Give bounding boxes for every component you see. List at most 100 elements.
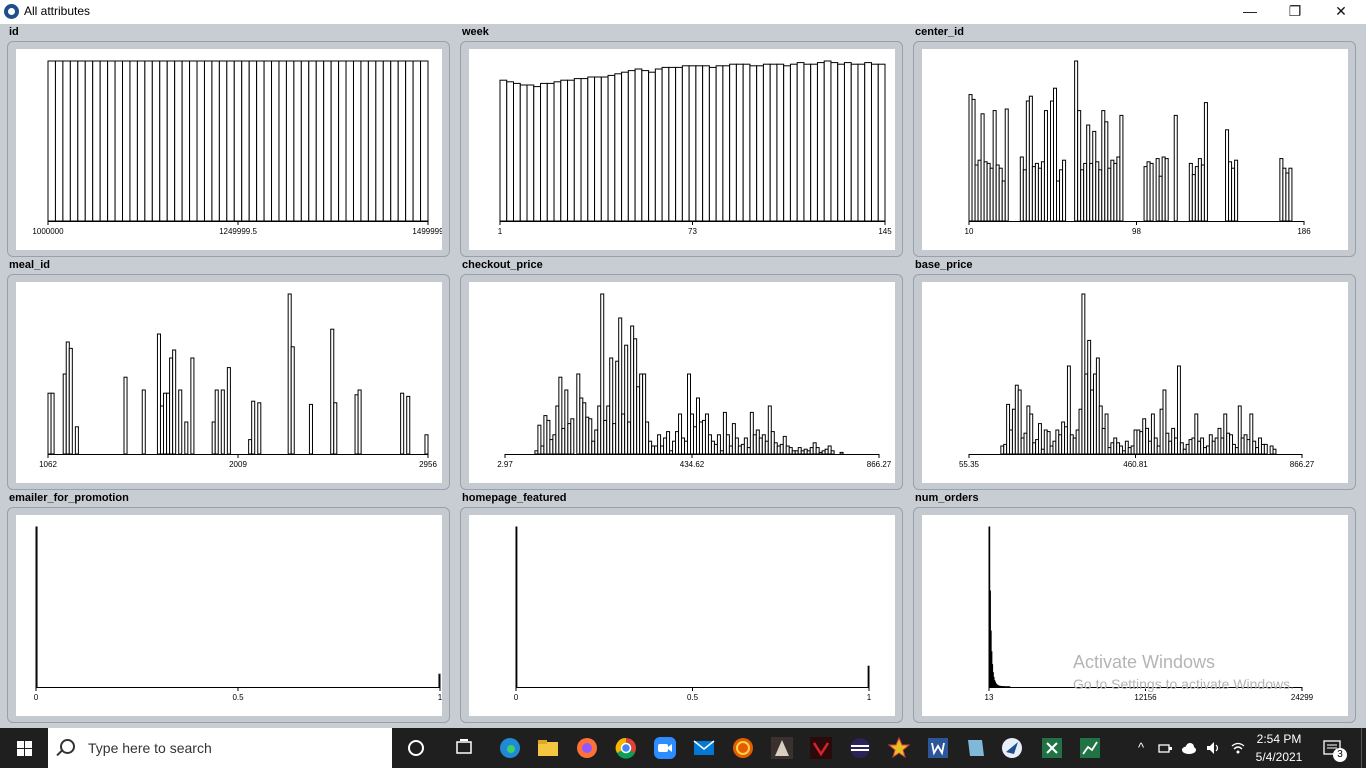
histogram-bar (271, 60, 280, 222)
x-tick-label: 1 (498, 227, 503, 236)
wifi-icon[interactable] (1230, 740, 1246, 756)
histogram-bar (1164, 158, 1169, 222)
maximize-button[interactable]: ❐ (1288, 3, 1302, 19)
histogram-bar (526, 84, 535, 222)
eclipse-icon[interactable] (848, 736, 872, 760)
histogram-bar (220, 389, 225, 455)
windows-logo-icon (17, 741, 32, 756)
x-tick-label: 73 (688, 227, 697, 236)
histogram-bar (400, 392, 405, 455)
taskbar-search-box[interactable]: Type here to search (48, 728, 392, 768)
histogram-bar (1173, 114, 1178, 222)
histogram-bar (68, 347, 73, 455)
histogram-bar (129, 60, 138, 222)
histogram-bar (136, 60, 146, 222)
notification-count-badge: 3 (1333, 748, 1347, 762)
histogram-bar (181, 60, 191, 222)
x-tick-label: 2956 (419, 460, 437, 469)
app-book-icon[interactable] (964, 736, 988, 760)
histogram-bar (122, 60, 131, 222)
histogram-bar (375, 60, 384, 222)
histogram-bar (256, 60, 265, 222)
clock-date[interactable]: 5/4/2021 (1255, 750, 1303, 764)
histogram-bar (211, 60, 220, 222)
task-view-icon[interactable] (452, 736, 476, 760)
word-icon[interactable] (926, 736, 950, 760)
histogram-bar (397, 60, 407, 222)
clock-time[interactable]: 2:54 PM (1256, 732, 1302, 746)
x-tick-label: 55.35 (959, 460, 980, 469)
histogram-bar (843, 62, 852, 222)
histogram-bar (708, 66, 717, 222)
x-tick-label: 0.5 (687, 693, 699, 702)
mail-icon[interactable] (692, 736, 716, 760)
histogram-bar (867, 665, 870, 688)
excel-icon[interactable] (1040, 736, 1064, 760)
cortana-icon[interactable] (404, 736, 428, 760)
show-desktop-button[interactable] (1361, 728, 1366, 768)
app-chart-icon[interactable] (1078, 736, 1102, 760)
histogram-bar (141, 389, 146, 455)
histogram-bar (172, 349, 177, 455)
histogram-bar (614, 73, 623, 222)
onedrive-icon[interactable] (1181, 740, 1197, 756)
panel-title: checkout_price (462, 259, 543, 271)
panel-title: homepage_featured (462, 492, 567, 504)
zoom-icon[interactable] (653, 736, 677, 760)
weka-icon[interactable] (1000, 736, 1024, 760)
file-explorer-icon[interactable] (536, 736, 560, 760)
histogram-meal-id: 1062 2009 2956 (39, 293, 437, 469)
tray-overflow-chevron-icon[interactable]: ^ (1137, 740, 1145, 755)
histogram-bar (839, 451, 844, 455)
histogram-bar (553, 81, 562, 222)
action-center-icon[interactable] (1322, 738, 1342, 758)
histogram-bar (99, 60, 109, 222)
histogram-bar (796, 62, 805, 222)
histogram-week: 1 73 145 (498, 60, 892, 236)
volume-icon[interactable] (1205, 740, 1221, 756)
histogram-bar (263, 60, 273, 222)
histogram-bar (159, 60, 168, 222)
chrome-icon[interactable] (614, 736, 638, 760)
histogram-bar (357, 389, 362, 455)
x-tick-label: 24299 (1291, 693, 1314, 702)
close-button[interactable]: ✕ (1335, 3, 1347, 19)
search-placeholder: Type here to search (88, 740, 212, 756)
histogram-bar (1004, 108, 1009, 222)
histogram-bar (1043, 110, 1048, 222)
histogram-bar (742, 63, 751, 222)
histogram-bar (338, 60, 347, 222)
firefox-icon[interactable] (575, 736, 599, 760)
network-adapter-icon[interactable] (1157, 740, 1173, 756)
activation-watermark-text: Go to Settings to activate Windows. (1073, 676, 1294, 692)
app-star-icon[interactable] (887, 736, 911, 760)
histogram-bar (144, 60, 153, 222)
minimize-button[interactable]: — (1243, 3, 1257, 19)
histogram-bar (1203, 102, 1208, 222)
histogram-bar (634, 68, 643, 222)
histogram-bar (506, 81, 514, 222)
histogram-bar (77, 60, 86, 222)
histogram-bar (84, 60, 94, 222)
histogram-bar (333, 402, 338, 455)
histogram-homepage-featured: 0 0.5 1 (514, 526, 872, 702)
histogram-bar (810, 63, 818, 222)
histogram-bar (857, 63, 866, 222)
histogram-bar (251, 400, 256, 455)
title-bar: All attributes — ❐ ✕ (0, 0, 1366, 24)
histogram-bar (360, 60, 369, 222)
x-tick-label: 1062 (39, 460, 57, 469)
histogram-bar (203, 60, 213, 222)
edge-icon[interactable] (498, 736, 522, 760)
app-red-icon[interactable] (809, 736, 833, 760)
histogram-bar (405, 60, 414, 222)
histogram-bar (189, 60, 198, 222)
game-icon[interactable] (770, 736, 794, 760)
start-button[interactable] (0, 728, 48, 768)
histogram-bar (621, 71, 629, 222)
histogram-bar (641, 70, 650, 222)
histogram-base-price: 55.35 460.81 866.27 (959, 293, 1315, 469)
histogram-bar (107, 60, 116, 222)
histogram-bar (830, 62, 839, 222)
app-orange-icon[interactable] (731, 736, 755, 760)
